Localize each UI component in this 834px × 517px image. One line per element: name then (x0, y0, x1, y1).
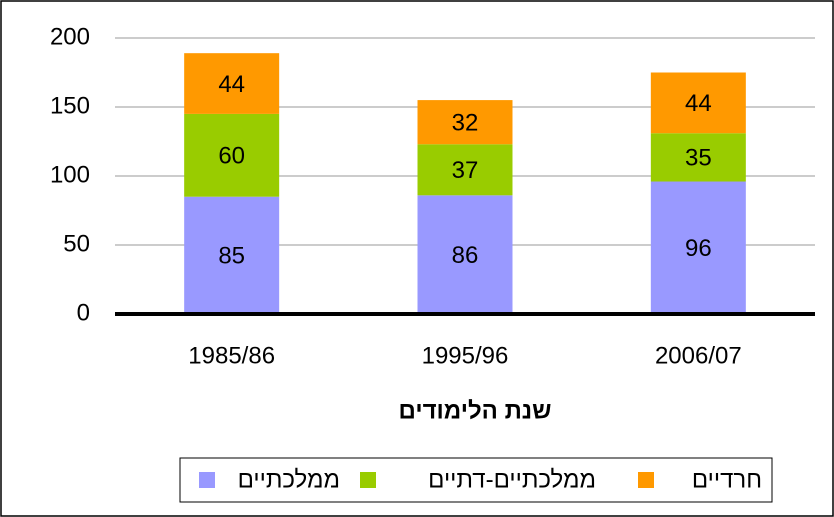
data-label: 44 (685, 90, 712, 117)
y-tick-label: 100 (50, 161, 90, 188)
data-label: 60 (218, 143, 245, 170)
bar-segment (650, 133, 746, 182)
data-label: 86 (452, 242, 479, 269)
x-tick-label: 1985/86 (188, 342, 275, 369)
bar-segment (650, 181, 746, 314)
bar-segment (417, 144, 513, 196)
data-label: 85 (218, 243, 245, 270)
legend-box (179, 457, 773, 503)
data-label: 37 (452, 157, 479, 184)
legend-swatch (360, 472, 376, 488)
x-tick-label: 2006/07 (655, 342, 742, 369)
bar-segment (650, 72, 746, 134)
x-axis-title: שנת הלימודים (399, 397, 552, 424)
bar-segment (184, 196, 280, 314)
y-tick-label: 50 (63, 230, 90, 257)
data-label: 32 (452, 110, 479, 137)
data-label: 35 (685, 145, 712, 172)
bar-segment (417, 100, 513, 145)
x-tick-label: 1995/96 (422, 342, 509, 369)
bar-segment (184, 53, 280, 114)
data-label: 96 (685, 235, 712, 262)
legend-label: חרדיים (692, 466, 762, 493)
legend-label: ממלכתיים (238, 466, 340, 493)
legend-swatch (638, 472, 654, 488)
y-tick-label: 200 (50, 23, 90, 50)
data-label: 44 (218, 71, 245, 98)
legend-swatch (199, 472, 215, 488)
legend-label: ממלכתיים-דתיים (428, 466, 596, 493)
bar-segment (184, 113, 280, 197)
bar-segment (417, 195, 513, 314)
y-tick-label: 150 (50, 92, 90, 119)
y-tick-label: 0 (77, 299, 90, 326)
